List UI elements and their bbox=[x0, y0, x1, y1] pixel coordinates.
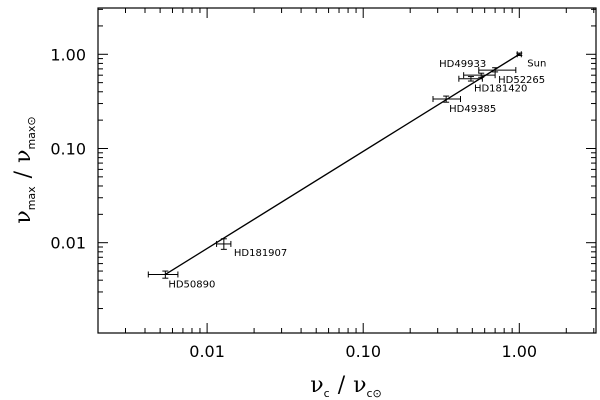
point-label: HD52265 bbox=[498, 75, 545, 86]
data-point-hd49933: HD49933 bbox=[439, 59, 496, 79]
data-point-hd181907: HD181907 bbox=[216, 238, 287, 259]
axis-ticks: 0.01 0.10 1.00 0.01 0.10 1.00 bbox=[50, 8, 596, 361]
data-point-hd52265: HD52265 bbox=[478, 67, 545, 86]
point-label: HD181907 bbox=[234, 248, 287, 259]
y-axis-label: νmax/νmax⊙ bbox=[11, 116, 38, 223]
y-tick-label: 1.00 bbox=[50, 45, 86, 64]
point-label: HD49933 bbox=[439, 59, 486, 70]
point-label: HD181420 bbox=[474, 84, 527, 95]
x-tick-label: 0.01 bbox=[189, 342, 225, 361]
point-label: HD49385 bbox=[449, 104, 496, 115]
y-tick-label: 0.01 bbox=[50, 234, 86, 253]
plot-area-frame bbox=[97, 7, 597, 334]
data-point-hd181420: HD181420 bbox=[458, 75, 527, 95]
fit-line bbox=[164, 53, 520, 276]
x-axis-label: νc / νc⊙ bbox=[310, 373, 382, 400]
point-label: HD50890 bbox=[168, 279, 215, 290]
data-point-hd49385: HD49385 bbox=[432, 95, 496, 115]
data-points: HD50890 HD181907 HD49385 HD181420 HD49933 HD5… bbox=[147, 51, 546, 290]
fit-line-group bbox=[164, 53, 520, 276]
x-tick-label: 1.00 bbox=[501, 342, 537, 361]
x-tick-label: 0.10 bbox=[345, 342, 381, 361]
data-point-sun: Sun bbox=[516, 51, 546, 69]
data-point-hd50890: HD50890 bbox=[147, 270, 215, 290]
y-tick-label: 0.10 bbox=[50, 139, 86, 158]
point-label: Sun bbox=[527, 58, 546, 69]
